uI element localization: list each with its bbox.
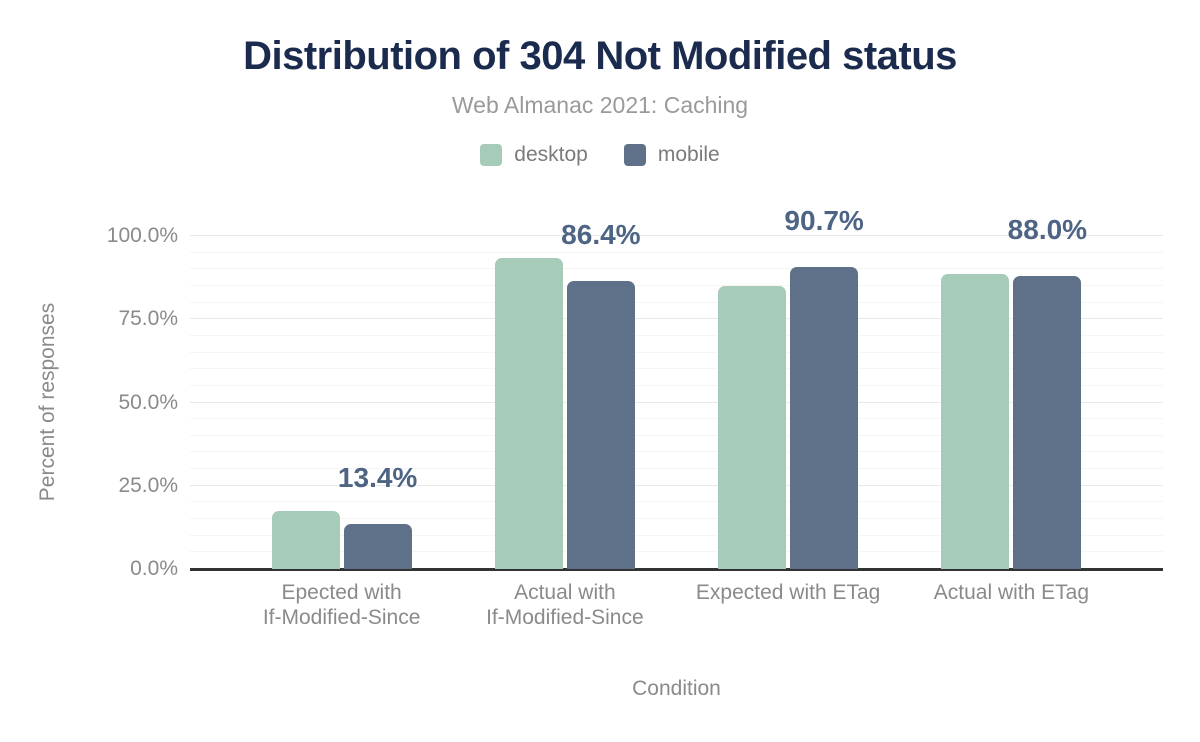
legend-swatch-mobile-icon — [623, 144, 646, 166]
bar-mobile-1[interactable] — [566, 281, 635, 569]
bar-group — [718, 236, 859, 569]
minor-gridline — [190, 518, 1163, 520]
bar-group — [494, 236, 635, 569]
x-tick-label: Actual with If-Modified-Since — [486, 580, 644, 630]
legend-label-desktop: desktop — [514, 143, 588, 166]
legend-item-desktop[interactable]: desktop — [480, 143, 588, 167]
bar-group — [271, 236, 412, 569]
minor-gridline — [190, 368, 1163, 370]
x-tick-label-line: Epected with — [281, 581, 402, 604]
bar-desktop-0[interactable] — [271, 511, 340, 569]
y-tick-label: 100.0% — [106, 224, 178, 247]
legend-swatch-desktop-icon — [480, 144, 503, 166]
chart-subtitle: Web Almanac 2021: Caching — [451, 92, 749, 118]
y-tick-label: 25.0% — [118, 473, 178, 497]
minor-gridline — [190, 251, 1163, 253]
minor-gridline — [190, 351, 1163, 353]
minor-gridline — [190, 284, 1163, 286]
minor-gridline — [190, 551, 1163, 553]
bar-desktop-2[interactable] — [718, 285, 787, 569]
minor-gridline — [190, 334, 1163, 336]
bar-group — [941, 236, 1082, 569]
bar-value-label: 86.4% — [561, 219, 641, 251]
bar-value-label: 13.4% — [337, 462, 418, 494]
y-tick-label: 50.0% — [118, 390, 178, 414]
x-tick-label-line: If-Modified-Since — [486, 606, 644, 629]
plot-area: 13.4% 86.4% 90.7% 88.0% — [190, 205, 1163, 571]
x-tick-label: Actual with ETag — [934, 580, 1089, 605]
minor-gridline — [190, 501, 1163, 503]
bar-mobile-3[interactable] — [1013, 275, 1082, 569]
major-gridline — [190, 484, 1163, 486]
x-axis-title: Condition — [632, 677, 721, 700]
major-gridline — [190, 235, 1163, 236]
legend-item-mobile[interactable]: mobile — [623, 143, 720, 167]
x-tick-label-line: Expected with ETag — [695, 581, 881, 604]
y-tick-label: 75.0% — [118, 307, 178, 331]
y-tick-label: 0.0% — [130, 557, 178, 580]
x-tick-label-line: If-Modified-Since — [262, 606, 421, 629]
major-gridline — [190, 318, 1163, 320]
minor-gridline — [190, 301, 1163, 303]
bar-desktop-1[interactable] — [494, 257, 563, 569]
minor-gridline — [190, 268, 1163, 270]
bar-value-label: 88.0% — [1007, 213, 1088, 245]
bar-value-label: 90.7% — [784, 204, 864, 236]
minor-gridline — [190, 451, 1163, 453]
legend: desktop mobile — [0, 143, 1200, 167]
legend-label-mobile: mobile — [657, 143, 720, 166]
x-tick-label: Epected with If-Modified-Since — [263, 580, 421, 630]
x-tick-label-line: Actual with ETag — [933, 581, 1089, 604]
minor-gridline — [190, 468, 1163, 470]
bar-mobile-0[interactable] — [343, 524, 412, 569]
x-axis-line — [190, 568, 1163, 571]
minor-gridline — [190, 418, 1163, 420]
x-tick-label: Expected with ETag — [696, 580, 880, 605]
bar-mobile-2[interactable] — [790, 266, 859, 569]
minor-gridline — [190, 434, 1163, 436]
minor-gridline — [190, 384, 1163, 386]
x-tick-label-line: Actual with — [514, 581, 616, 604]
major-gridline — [190, 401, 1163, 403]
chart-title: Distribution of 304 Not Modified status — [243, 34, 957, 78]
minor-gridline — [190, 534, 1163, 536]
bar-desktop-3[interactable] — [941, 273, 1010, 569]
